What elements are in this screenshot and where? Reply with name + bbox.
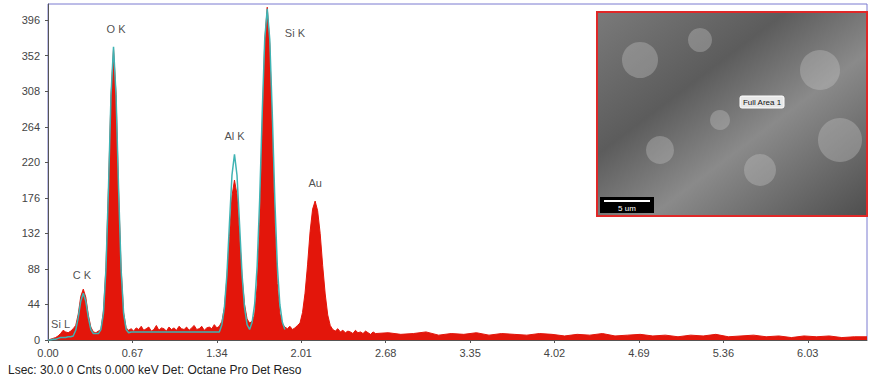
svg-text:220: 220 xyxy=(22,156,40,168)
svg-text:1.34: 1.34 xyxy=(206,347,227,359)
svg-text:2.68: 2.68 xyxy=(375,347,396,359)
svg-text:5 um: 5 um xyxy=(618,204,636,213)
svg-text:Lsec: 30.0 0 Cnts 0.000 keV De: Lsec: 30.0 0 Cnts 0.000 keV Det: Octane … xyxy=(8,363,302,377)
svg-text:Au: Au xyxy=(308,177,321,189)
svg-text:264: 264 xyxy=(22,121,40,133)
svg-text:176: 176 xyxy=(22,192,40,204)
svg-text:352: 352 xyxy=(22,50,40,62)
svg-text:0.67: 0.67 xyxy=(122,347,143,359)
svg-text:Si L: Si L xyxy=(51,318,70,330)
svg-text:88: 88 xyxy=(28,263,40,275)
svg-text:2.01: 2.01 xyxy=(291,347,312,359)
svg-text:Si K: Si K xyxy=(285,27,306,39)
svg-text:3.35: 3.35 xyxy=(459,347,480,359)
svg-text:0: 0 xyxy=(34,334,40,346)
svg-text:308: 308 xyxy=(22,85,40,97)
svg-text:Full Area 1: Full Area 1 xyxy=(743,98,782,107)
svg-text:C K: C K xyxy=(73,269,92,281)
svg-text:4.02: 4.02 xyxy=(544,347,565,359)
svg-text:4.69: 4.69 xyxy=(628,347,649,359)
svg-text:O K: O K xyxy=(107,23,127,35)
svg-text:5.36: 5.36 xyxy=(713,347,734,359)
svg-text:396: 396 xyxy=(22,14,40,26)
svg-text:132: 132 xyxy=(22,227,40,239)
svg-text:Al K: Al K xyxy=(224,130,245,142)
svg-text:0.00: 0.00 xyxy=(37,347,58,359)
svg-text:44: 44 xyxy=(28,298,40,310)
svg-text:6.03: 6.03 xyxy=(797,347,818,359)
